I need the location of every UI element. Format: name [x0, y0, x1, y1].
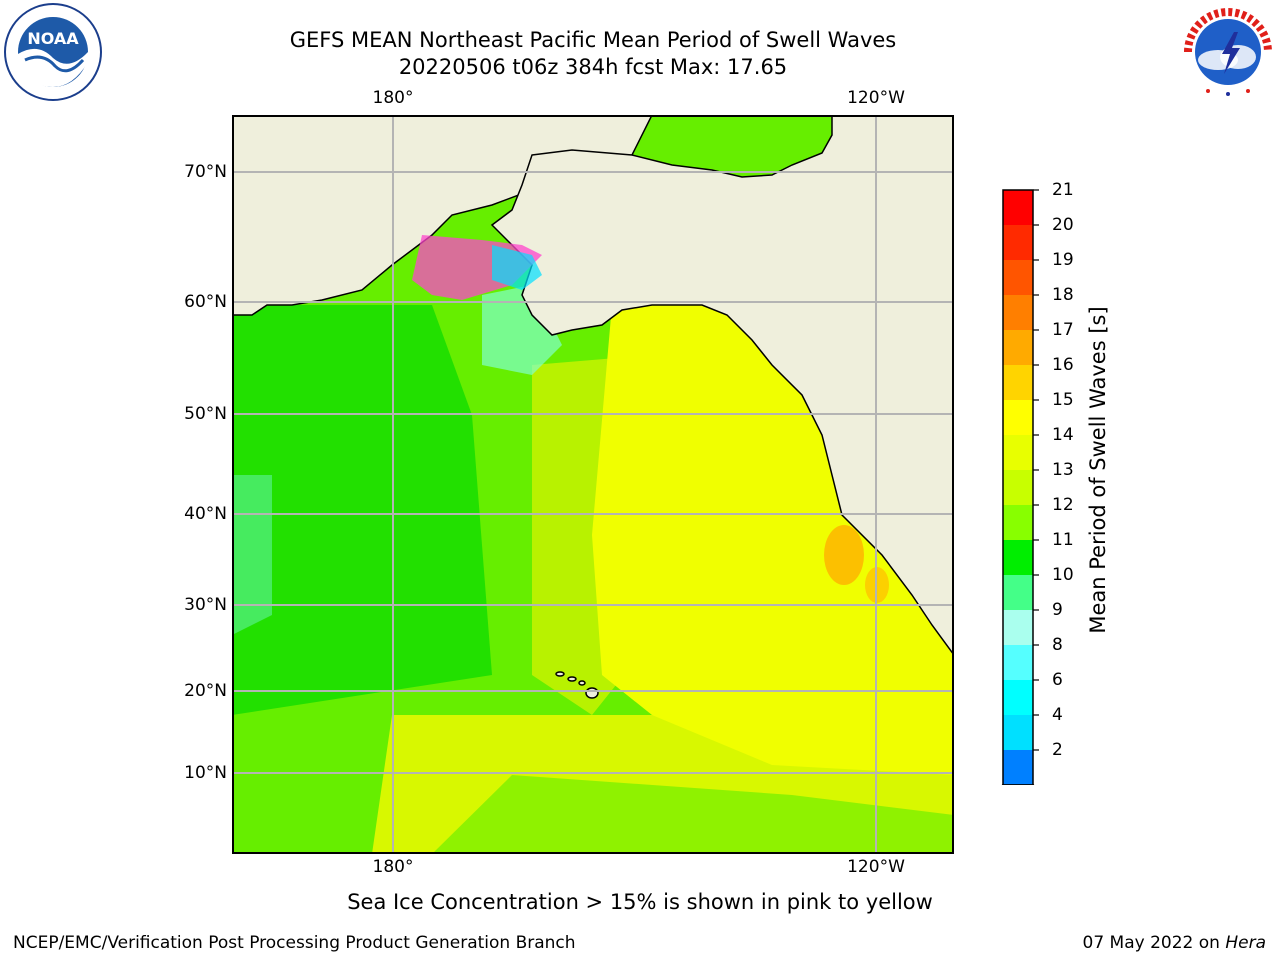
swell-field-tropical-green: [432, 775, 954, 854]
lon-tick-top-120w: 120°W: [847, 88, 905, 108]
sea-ice-caption: Sea Ice Concentration > 15% is shown in …: [347, 890, 933, 914]
noaa-logo-text: NOAA: [27, 29, 79, 48]
colorbar-swatch: [1003, 680, 1033, 715]
colorbar-swatch: [1003, 505, 1033, 540]
colorbar-tick-label: 17: [1052, 320, 1074, 340]
lat-tick-60n: 60°N: [184, 292, 227, 312]
colorbar-swatch: [1003, 575, 1033, 610]
swell-field-green-west: [232, 305, 492, 715]
colorbar-tick-label: 4: [1052, 705, 1063, 725]
colorbar-tick-label: 18: [1052, 285, 1074, 305]
plot-title: GEFS MEAN Northeast Pacific Mean Period …: [289, 28, 897, 52]
colorbar-swatch: [1003, 400, 1033, 435]
swell-field-west-edge: [232, 475, 272, 635]
lon-tick-bottom-180: 180°: [372, 857, 414, 877]
colorbar-tick-label: 6: [1052, 670, 1063, 690]
colorbar-tick-label: 14: [1052, 425, 1074, 445]
map-panel: [232, 115, 954, 854]
colorbar-swatch: [1003, 540, 1033, 575]
colorbar-tick-label: 21: [1052, 180, 1074, 200]
lat-tick-20n: 20°N: [184, 681, 227, 701]
colorbar-label: Mean Period of Swell Waves [s]: [1086, 306, 1110, 634]
lat-tick-50n: 50°N: [184, 404, 227, 424]
colorbar-swatch: [1003, 750, 1033, 785]
lat-tick-30n: 30°N: [184, 595, 227, 615]
nws-logo: [1180, 4, 1276, 100]
colorbar-swatch: [1003, 645, 1033, 680]
lon-tick-bottom-120w: 120°W: [847, 857, 905, 877]
colorbar-tick-label: 10: [1052, 565, 1074, 585]
colorbar-swatch: [1003, 330, 1033, 365]
noaa-logo: NOAA: [4, 3, 102, 101]
swell-field-orange-patch: [824, 525, 864, 585]
lat-tick-40n: 40°N: [184, 504, 227, 524]
colorbar-tick-label: 11: [1052, 530, 1074, 550]
colorbar-swatch: [1003, 260, 1033, 295]
colorbar-swatch: [1003, 715, 1033, 750]
lat-tick-70n: 70°N: [184, 162, 227, 182]
plot-subtitle: 20220506 t06z 384h fcst Max: 17.65: [398, 55, 788, 79]
colorbar-swatch: [1003, 190, 1033, 225]
colorbar: [1001, 189, 1039, 785]
colorbar-swatch: [1003, 435, 1033, 470]
footer-date: 07 May 2022 on Hera: [1083, 933, 1267, 953]
colorbar-tick-label: 20: [1052, 215, 1074, 235]
colorbar-swatch: [1003, 365, 1033, 400]
colorbar-tick-label: 16: [1052, 355, 1074, 375]
colorbar-swatch: [1003, 295, 1033, 330]
colorbar-tick-label: 9: [1052, 600, 1063, 620]
lon-tick-top-180: 180°: [372, 88, 414, 108]
sea-ice-fringe-2: [492, 245, 542, 290]
footer-credit: NCEP/EMC/Verification Post Processing Pr…: [13, 933, 576, 953]
lat-tick-10n: 10°N: [184, 763, 227, 783]
footer-date-text: 07 May 2022 on: [1082, 933, 1220, 953]
footer-host: Hera: [1225, 933, 1266, 953]
colorbar-swatch: [1003, 610, 1033, 645]
colorbar-tick-label: 12: [1052, 495, 1074, 515]
colorbar-tick-label: 19: [1052, 250, 1074, 270]
colorbar-tick-label: 13: [1052, 460, 1074, 480]
land-north-america: [490, 115, 954, 657]
colorbar-swatch: [1003, 225, 1033, 260]
colorbar-tick-label: 2: [1052, 740, 1063, 760]
colorbar-tick-label: 8: [1052, 635, 1063, 655]
colorbar-tick-label: 15: [1052, 390, 1074, 410]
colorbar-swatch: [1003, 470, 1033, 505]
